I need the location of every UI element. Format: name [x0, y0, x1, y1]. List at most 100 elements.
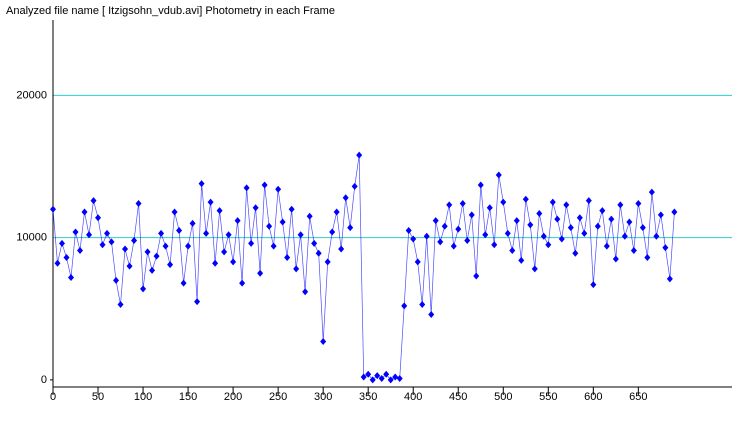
- data-point: [396, 374, 403, 382]
- data-point: [297, 231, 304, 239]
- data-point: [500, 198, 507, 206]
- data-point: [72, 228, 79, 236]
- data-point: [356, 151, 363, 159]
- data-point: [230, 258, 237, 266]
- data-point: [446, 201, 453, 209]
- data-point: [203, 229, 210, 237]
- data-point: [405, 227, 412, 235]
- data-point: [428, 310, 435, 318]
- data-point: [198, 180, 205, 188]
- x-tick-label: 650: [629, 391, 647, 403]
- data-point: [432, 217, 439, 225]
- data-point: [342, 194, 349, 202]
- data-point: [158, 229, 165, 237]
- data-point: [612, 255, 619, 263]
- x-tick-label: 350: [359, 391, 377, 403]
- x-tick-label: 150: [179, 391, 197, 403]
- data-point: [135, 200, 142, 207]
- data-point: [104, 229, 111, 237]
- x-tick-label: 550: [539, 391, 557, 403]
- data-point: [540, 232, 547, 240]
- data-point: [288, 205, 295, 213]
- data-point: [437, 238, 444, 246]
- data-point: [59, 239, 66, 247]
- data-point: [590, 281, 597, 289]
- data-point: [315, 249, 322, 257]
- data-point: [90, 197, 97, 205]
- x-tick-label: 500: [494, 391, 512, 403]
- data-point: [333, 208, 340, 216]
- data-point: [365, 370, 372, 378]
- data-point: [108, 238, 115, 246]
- data-point: [374, 372, 381, 380]
- data-point: [527, 221, 534, 229]
- data-point: [99, 241, 106, 249]
- data-point: [554, 215, 561, 223]
- data-point: [113, 276, 120, 284]
- data-point: [383, 370, 390, 378]
- data-point: [513, 217, 520, 225]
- data-point: [617, 201, 624, 209]
- data-point: [324, 258, 331, 266]
- data-point: [509, 246, 516, 254]
- data-point: [167, 261, 174, 269]
- data-point: [338, 245, 345, 253]
- data-point: [518, 256, 525, 264]
- data-point: [180, 279, 187, 287]
- data-point: [171, 208, 178, 216]
- data-point: [185, 242, 192, 250]
- data-point: [576, 214, 583, 222]
- data-point: [140, 285, 147, 293]
- data-point: [122, 245, 129, 253]
- data-point: [504, 229, 511, 237]
- data-point: [302, 288, 309, 296]
- data-point: [351, 182, 358, 190]
- data-point: [347, 224, 354, 232]
- data-point: [252, 204, 259, 212]
- data-point: [270, 242, 277, 250]
- data-point: [603, 242, 610, 250]
- data-point: [531, 265, 538, 273]
- chart-title: Analyzed file name [ Itzigsohn_vdub.avi]…: [6, 5, 335, 17]
- y-tick-label: 10000: [16, 232, 47, 244]
- data-point: [320, 337, 327, 345]
- x-tick-label: 300: [314, 391, 332, 403]
- data-point: [207, 198, 214, 206]
- data-point: [63, 254, 70, 262]
- data-point: [450, 242, 457, 250]
- data-point: [194, 298, 201, 306]
- data-point: [419, 300, 426, 308]
- data-point: [459, 200, 466, 207]
- data-point: [648, 188, 655, 196]
- data-point: [567, 224, 574, 232]
- data-point: [257, 269, 264, 277]
- data-point: [216, 207, 223, 215]
- data-point: [572, 249, 579, 257]
- data-point: [468, 211, 475, 219]
- y-tick-label: 20000: [16, 89, 47, 101]
- x-tick-label: 450: [449, 391, 467, 403]
- y-tick-label: 0: [41, 374, 47, 386]
- data-point: [482, 231, 489, 239]
- data-point: [549, 198, 556, 206]
- data-point: [392, 373, 399, 381]
- data-point: [239, 279, 246, 287]
- data-point: [68, 273, 75, 281]
- data-point: [671, 208, 678, 216]
- data-point: [329, 228, 336, 236]
- data-point: [653, 232, 660, 240]
- data-point: [621, 232, 628, 240]
- data-point: [153, 252, 160, 260]
- data-point: [410, 235, 417, 243]
- x-tick-label: 100: [134, 391, 152, 403]
- data-point: [657, 211, 664, 219]
- x-tick-label: 50: [92, 391, 104, 403]
- data-point: [77, 246, 84, 254]
- data-point: [495, 171, 502, 179]
- data-point: [360, 373, 367, 381]
- data-point: [644, 254, 651, 262]
- data-point: [585, 197, 592, 205]
- data-point: [414, 258, 421, 266]
